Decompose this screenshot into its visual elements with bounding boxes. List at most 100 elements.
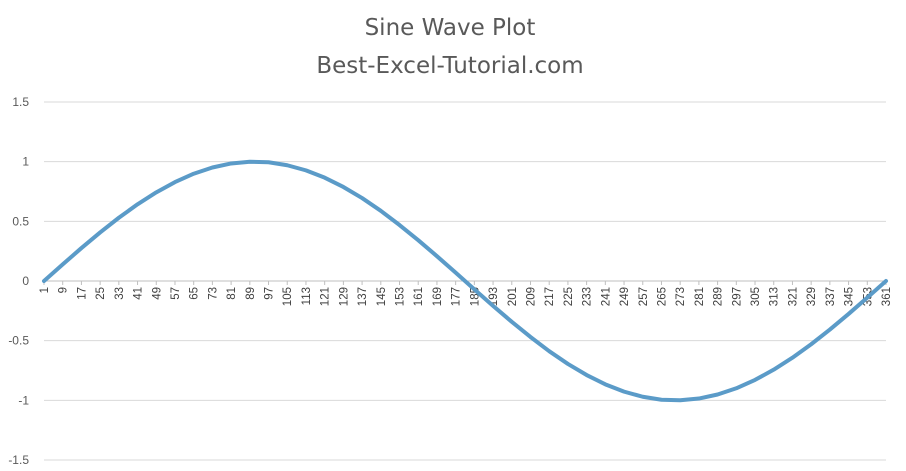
x-tick-label: 297 [731,287,743,306]
sine-series-line [42,159,888,403]
data-point [790,356,794,360]
x-tick-label: 313 [769,287,781,306]
data-point [416,238,420,242]
x-tick-label: 249 [619,287,631,306]
x-tick-label: 129 [338,287,350,306]
x-tick-label: 33 [114,287,126,300]
data-point [454,271,458,275]
x-tick-label: 361 [881,287,893,306]
data-point [884,279,888,283]
data-point [210,166,214,170]
data-point [828,328,832,332]
data-point [285,163,289,167]
x-tick-label: 241 [600,287,612,306]
data-point [847,312,851,316]
y-tick-label: 0 [22,274,29,288]
x-tick-label: 329 [806,287,818,306]
data-point [641,395,645,399]
data-point [772,368,776,372]
x-tick-label: 321 [787,287,799,306]
x-tick-label: 9 [58,287,70,293]
x-tick-label: 305 [750,287,762,306]
x-tick-label: 281 [694,287,706,306]
x-tick-label: 209 [525,287,537,306]
x-tick-label: 121 [320,287,332,306]
data-point [697,397,701,401]
data-point [379,209,383,213]
data-point [192,172,196,176]
x-tick-label: 137 [357,287,369,306]
data-point [42,279,46,283]
data-point [248,160,252,164]
x-tick-label: 105 [282,287,294,306]
y-tick-label: -1.5 [8,453,29,467]
x-tick-label: 145 [376,287,388,306]
data-point [360,196,364,200]
x-tick-label: 233 [582,287,594,306]
x-tick-label: 49 [151,287,163,300]
data-point [229,161,233,165]
data-point [398,223,402,227]
x-tick-label: 345 [844,287,856,306]
data-point [61,262,65,266]
x-tick-label: 265 [656,287,668,306]
x-tick-label: 289 [713,287,725,306]
x-tick-label: 225 [563,287,575,306]
data-point [603,382,607,386]
data-point [678,398,682,402]
data-point [585,373,589,377]
data-point [547,349,551,353]
x-tick-label: 177 [451,287,463,306]
x-tick-label: 161 [413,287,425,306]
data-point [510,320,514,324]
x-tick-label: 169 [432,287,444,306]
x-tick-label: 89 [245,287,257,300]
x-tick-label: 81 [226,287,238,300]
x-tick-label: 57 [170,287,182,300]
y-tick-label: -1 [18,393,29,407]
x-tick-label: 273 [675,287,687,306]
data-point [566,362,570,366]
data-point [528,335,532,339]
data-point [323,176,327,180]
x-tick-label: 337 [825,287,837,306]
data-point [154,190,158,194]
x-tick-label: 193 [488,287,500,306]
data-point [173,180,177,184]
data-point [865,296,869,300]
data-point [734,386,738,390]
x-tick-label: 201 [507,287,519,306]
data-point [622,390,626,394]
chart-subtitle: Best-Excel-Tutorial.com [316,53,583,79]
series-group [42,159,888,403]
y-tick-label: -0.5 [8,334,29,348]
data-point [491,304,495,308]
data-point [341,185,345,189]
data-point [304,168,308,172]
x-tick-label: 17 [76,287,88,300]
data-point [809,342,813,346]
x-tick-label: 217 [544,287,556,306]
chart-title: Sine Wave Plot [365,15,536,41]
y-tick-label: 1 [22,155,29,169]
x-tick-label: 25 [95,287,107,300]
x-tick-label: 41 [133,287,145,300]
x-tick-label: 153 [395,287,407,306]
data-point [659,398,663,402]
data-point [79,246,83,250]
x-axis-tick-labels: 1 9 17 25 33 41 49 57 65 73 81 89 97 105 113 121 129 137 1… [39,287,893,306]
data-point [435,254,439,258]
data-point [716,392,720,396]
x-tick-label: 97 [264,287,276,300]
x-tick-label: 257 [638,287,650,306]
y-tick-label: 1.5 [12,95,29,109]
x-tick-label: 1 [39,287,51,293]
y-axis-tick-labels: 1.5 1 0.5 0 -0.5 -1 -1.5 [8,95,29,467]
data-point [753,378,757,382]
y-tick-label: 0.5 [12,214,29,228]
data-point [117,216,121,220]
data-point [472,287,476,291]
x-tick-label: 73 [207,287,219,300]
x-tick-label: 65 [189,287,201,300]
